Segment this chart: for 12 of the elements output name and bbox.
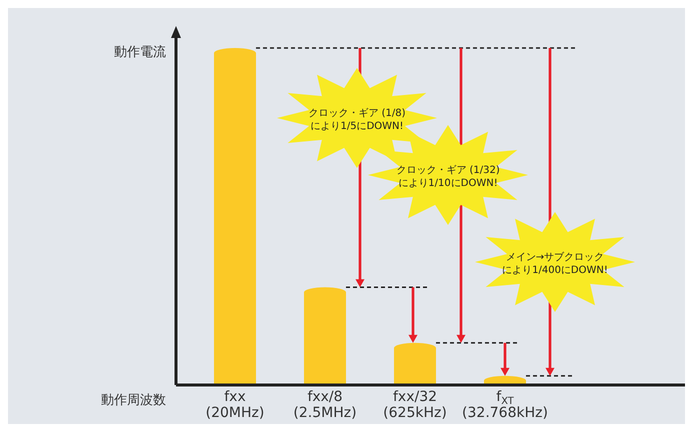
- annotation: メイン→サブクロックにより1/400にDOWN!: [502, 251, 608, 276]
- x-tick-label: fxx/8 (2.5MHz): [293, 389, 357, 421]
- x-tick-label: fxx/32 (625kHz): [383, 389, 447, 421]
- x-axis-title: 動作周波数: [101, 393, 166, 408]
- annotation: クロック・ギア (1/8)により1/5にDOWN!: [308, 107, 406, 132]
- y-axis-title: 動作電流: [114, 44, 166, 60]
- annotation: クロック・ギア (1/32)により1/10にDOWN!: [396, 164, 500, 189]
- x-tick-label: f$_{XT}$ (32.768kHz): [462, 389, 548, 421]
- bar: [304, 287, 346, 385]
- bar: [214, 48, 256, 385]
- x-tick-label: fxx (20MHz): [206, 389, 264, 421]
- bar: [394, 342, 436, 385]
